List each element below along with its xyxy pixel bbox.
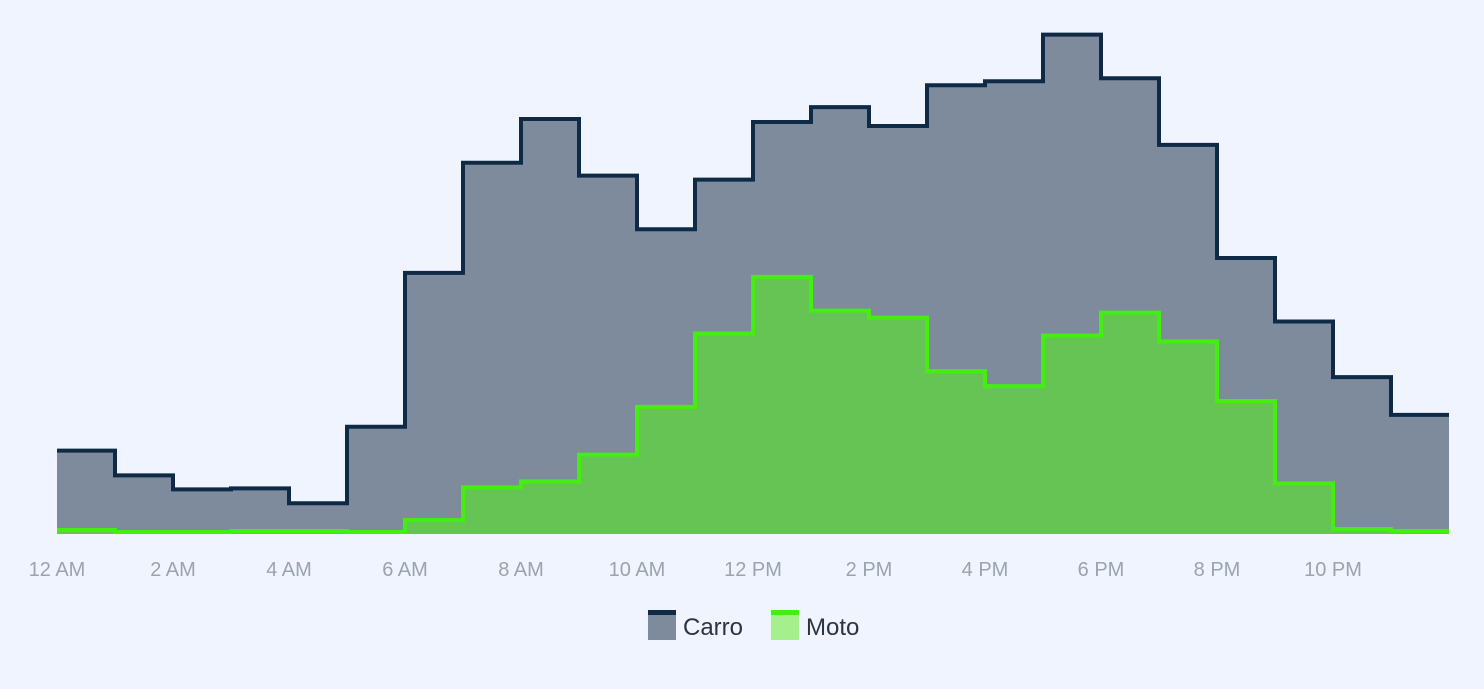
x-tick-label: 6 AM	[382, 559, 428, 581]
x-tick-label: 4 AM	[266, 559, 312, 581]
x-tick-label: 2 PM	[846, 559, 893, 581]
legend-item-carro: Carro	[648, 610, 743, 641]
x-tick-label: 10 PM	[1304, 559, 1362, 581]
legend: Carro Moto	[648, 610, 859, 641]
x-tick-label: 10 AM	[609, 559, 666, 581]
legend-swatch-moto	[771, 612, 799, 640]
x-tick-label: 2 AM	[150, 559, 196, 581]
legend-swatch-line-carro	[648, 610, 676, 615]
legend-swatch-carro	[648, 612, 676, 640]
series-moto	[57, 274, 1449, 535]
x-tick-label: 8 AM	[498, 559, 544, 581]
series-area-moto	[57, 276, 1449, 534]
legend-swatch-line-moto	[771, 610, 799, 615]
series-line-moto	[57, 274, 1449, 535]
legend-item-moto: Moto	[771, 610, 859, 641]
x-tick-label: 8 PM	[1194, 559, 1241, 581]
x-tick-label: 6 PM	[1078, 559, 1125, 581]
legend-label-carro: Carro	[683, 614, 743, 641]
x-tick-label: 4 PM	[962, 559, 1009, 581]
x-axis: 12 AM 2 AM 4 AM 6 AM 8 AM 10 AM 12 PM 2 PM 4 PM 6…	[29, 559, 1362, 581]
x-tick-label: 12 PM	[724, 559, 782, 581]
series-line-carro	[57, 32, 1449, 506]
legend-label-moto: Moto	[806, 614, 859, 641]
x-tick-label: 12 AM	[29, 559, 86, 581]
